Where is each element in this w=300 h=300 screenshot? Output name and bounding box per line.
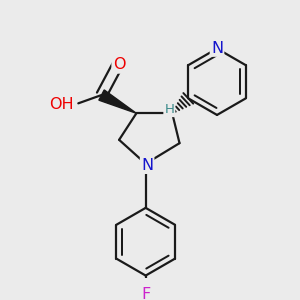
Polygon shape	[99, 90, 136, 113]
Text: H: H	[164, 103, 174, 116]
Text: O: O	[113, 57, 125, 72]
Text: N: N	[141, 158, 153, 173]
Text: F: F	[141, 287, 150, 300]
Text: N: N	[211, 40, 223, 56]
Text: OH: OH	[50, 97, 74, 112]
